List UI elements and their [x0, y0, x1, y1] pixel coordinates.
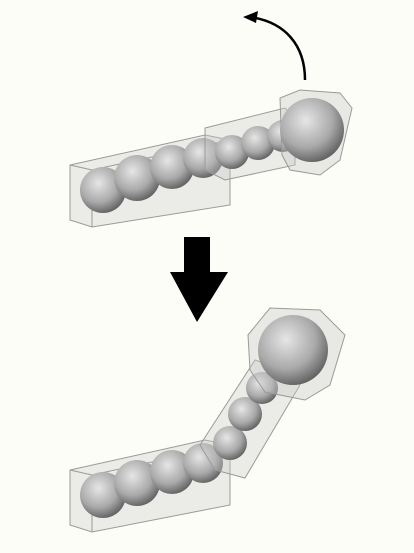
sphere	[213, 426, 247, 460]
sphere	[183, 138, 223, 178]
rotation-arrow	[249, 15, 307, 81]
sphere	[114, 155, 160, 201]
big-sphere	[280, 98, 344, 162]
sphere	[114, 460, 160, 506]
sphere	[183, 443, 223, 483]
big-sphere	[258, 315, 328, 385]
bottom-arm	[69, 307, 346, 533]
sphere	[150, 145, 194, 189]
arrow-head	[243, 11, 258, 23]
sphere	[228, 397, 262, 431]
top-arm	[69, 11, 353, 228]
box-edge	[69, 469, 93, 476]
sphere	[215, 135, 249, 169]
box-edge	[69, 164, 93, 171]
sphere	[150, 450, 194, 494]
down-arrow	[170, 237, 228, 322]
sphere	[241, 126, 275, 160]
